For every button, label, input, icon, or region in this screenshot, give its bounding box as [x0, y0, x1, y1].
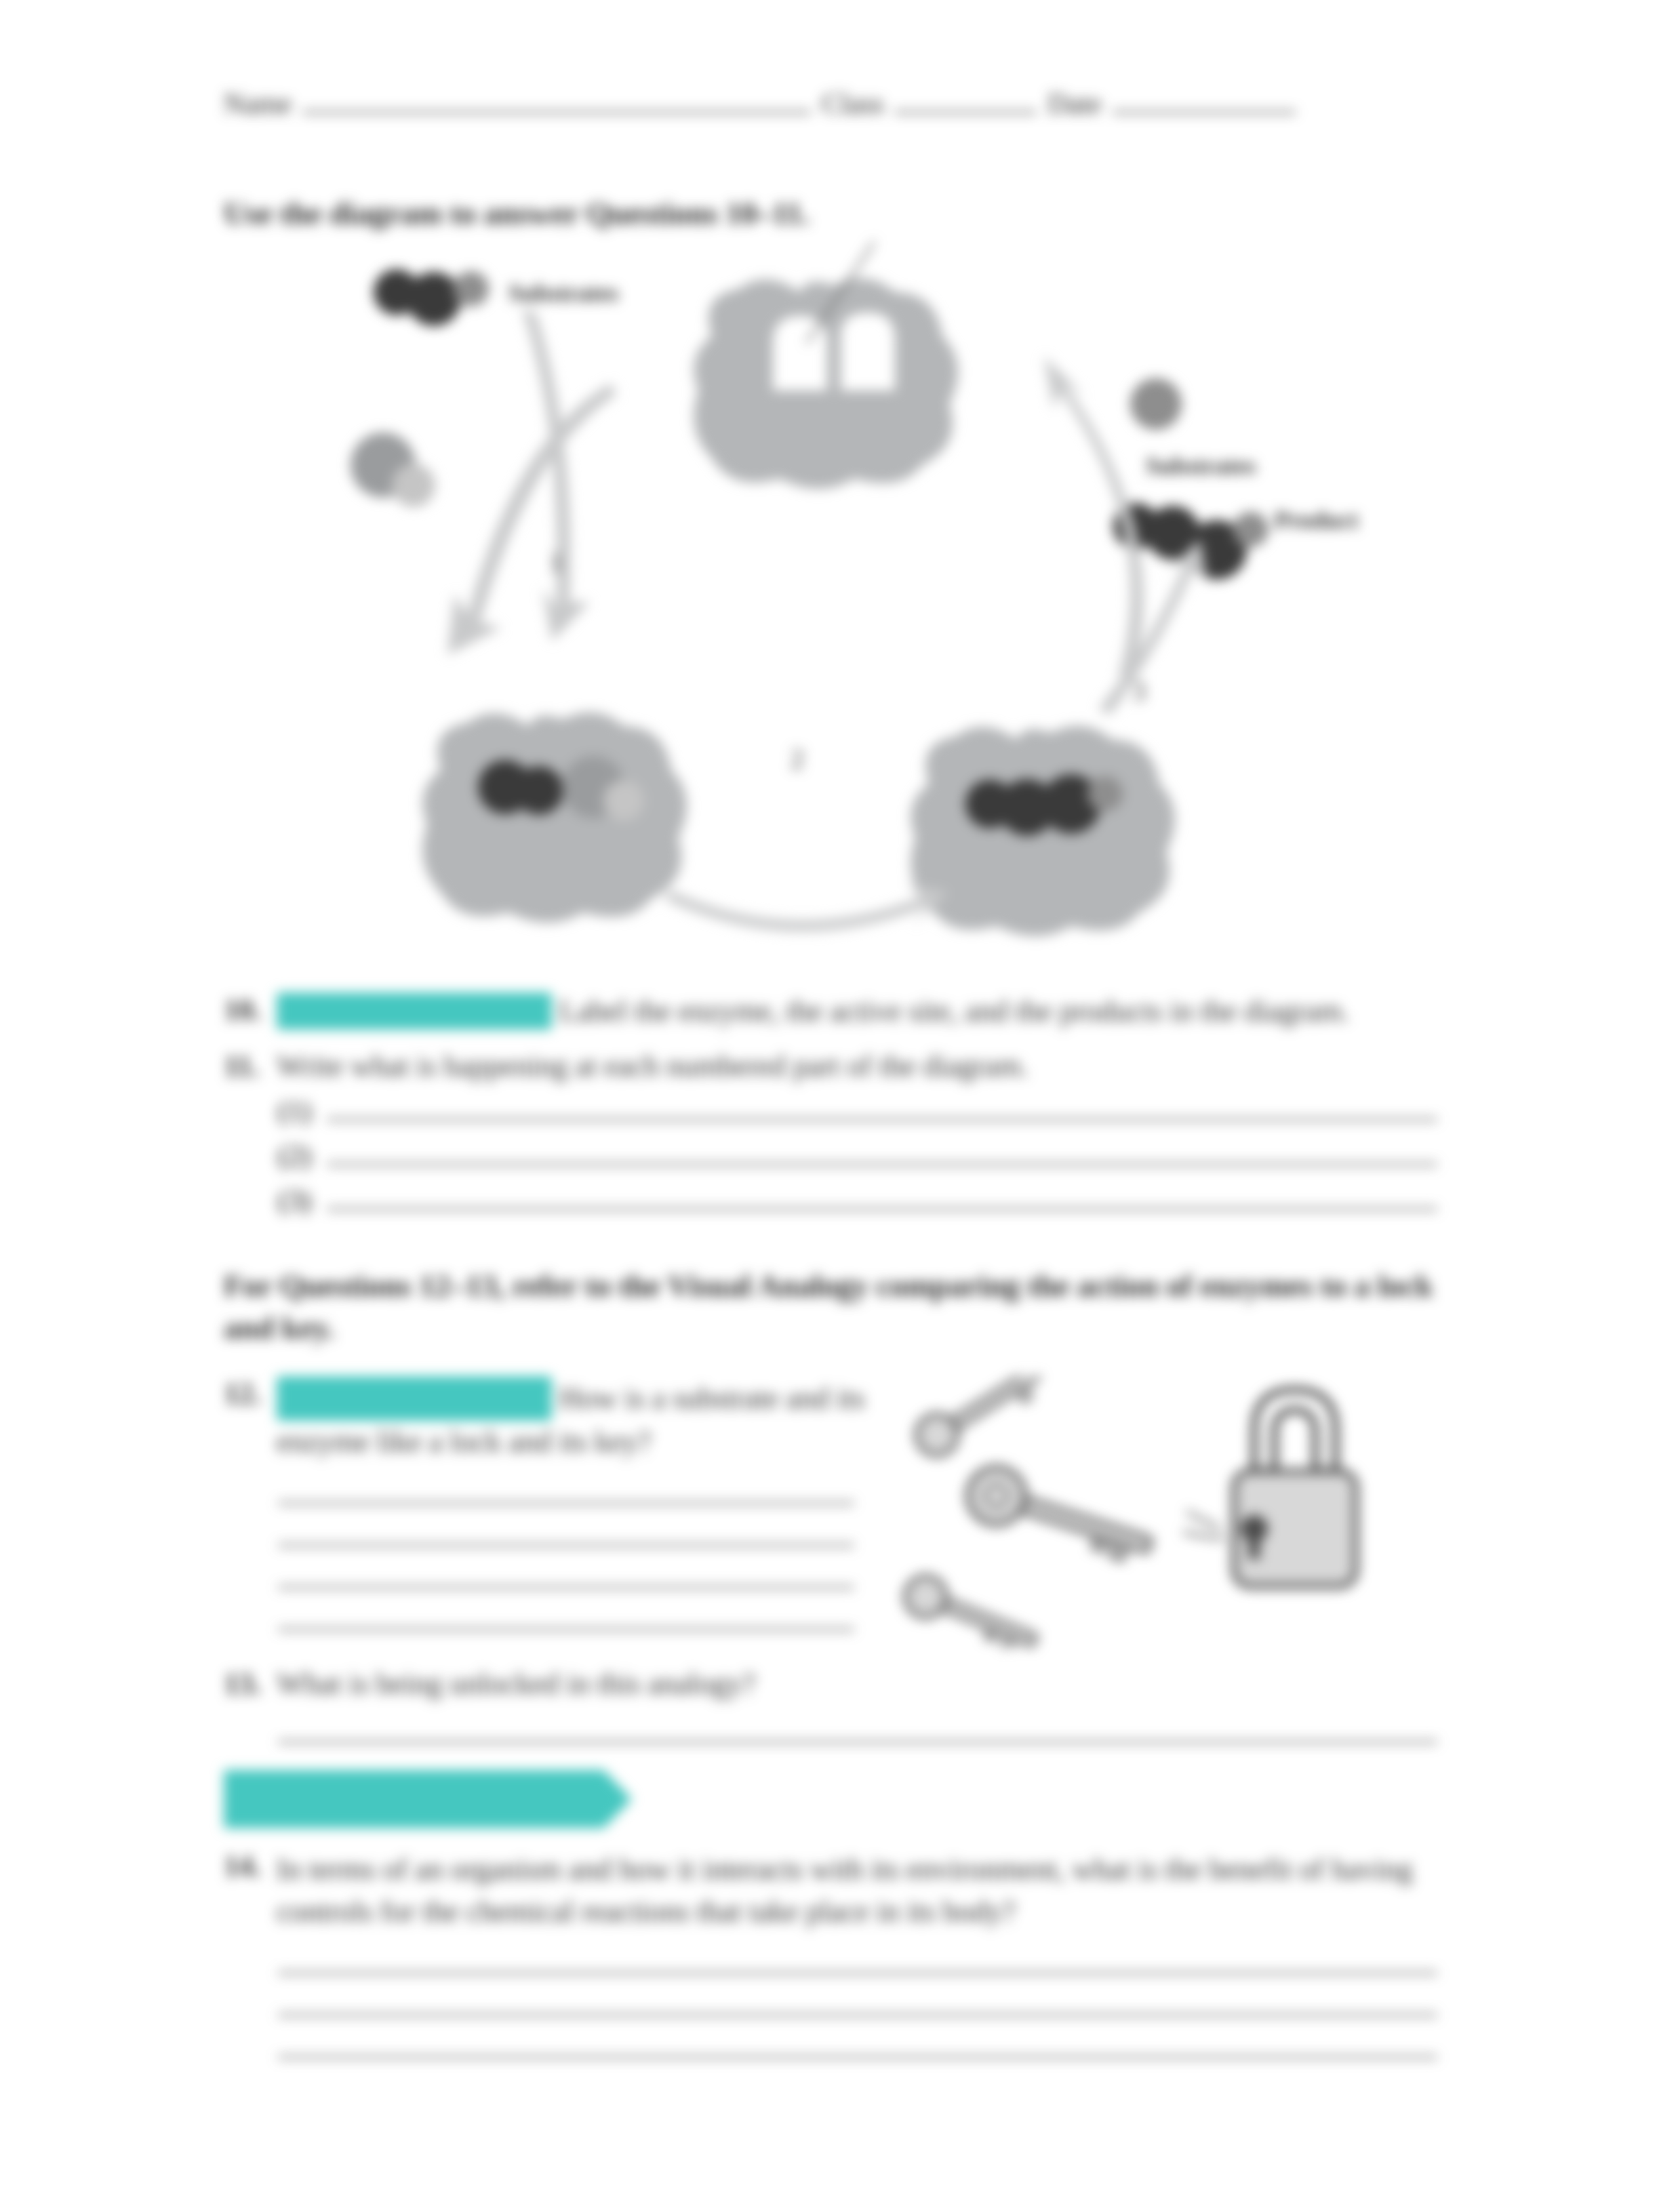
q11-line-1[interactable]: (1)	[278, 1095, 1437, 1128]
instruction-1: Use the diagram to answer Questions 10–1…	[224, 195, 1437, 231]
q11-sub3-label: (3)	[278, 1185, 319, 1218]
q13-number: 13.	[224, 1666, 264, 1701]
q11-text: Write what is happening at each numbered…	[277, 1049, 1028, 1083]
date-label: Date	[1047, 88, 1101, 121]
q13-text: What is being unlocked in this analogy?	[277, 1666, 755, 1701]
q12-highlight: VISUAL ANALOGY	[277, 1376, 552, 1421]
question-12: 12. VISUAL ANALOGY How is a substrate an…	[224, 1376, 875, 1462]
q11-sub1-label: (1)	[278, 1095, 319, 1128]
q11-number: 11.	[224, 1049, 264, 1083]
q14-answer-line-2[interactable]	[278, 1989, 1437, 2016]
worksheet-header: Name Class Date	[224, 88, 1437, 121]
lock-and-key-diagram	[902, 1376, 1376, 1647]
q11-line-3[interactable]: (3)	[278, 1185, 1437, 1218]
q13-answer-line[interactable]	[278, 1716, 1437, 1743]
question-11: 11. Write what is happening at each numb…	[224, 1049, 1437, 1083]
question-10: 10. VISUAL ANALOGY Label the enzyme, the…	[224, 992, 1437, 1030]
class-label: Class	[822, 88, 883, 121]
diagram-num-2: 2	[791, 743, 804, 775]
diagram-num-1: 1	[549, 546, 563, 578]
q14-answer-line-1[interactable]	[278, 1947, 1437, 1974]
q14-number: 14.	[224, 1849, 264, 1883]
q12-answer-line-3[interactable]	[278, 1561, 854, 1588]
section-heading-bar: Apply the Big idea	[224, 1770, 603, 1828]
q14-answer-line-3[interactable]	[278, 2031, 1437, 2058]
q10-highlight: VISUAL ANALOGY	[277, 992, 552, 1030]
name-label: Name	[224, 88, 292, 121]
enzyme-cycle-diagram: Substrates Substrates Product	[305, 255, 1309, 973]
arrow-2-icon	[631, 879, 956, 973]
instruction-2: For Questions 12–13, refer to the Visual…	[224, 1265, 1437, 1349]
q11-line-2[interactable]: (2)	[278, 1140, 1437, 1173]
q12-answer-line-2[interactable]	[278, 1519, 854, 1546]
question-13: 13. What is being unlocked in this analo…	[224, 1666, 1437, 1701]
q10-number: 10.	[224, 992, 264, 1027]
class-field-line[interactable]	[894, 111, 1037, 113]
diagram-num-3: 3	[1132, 675, 1146, 707]
question-14: 14. In terms of an organism and how it i…	[224, 1849, 1437, 1932]
q12-number: 12.	[224, 1376, 264, 1411]
date-field-line[interactable]	[1113, 111, 1296, 113]
q14-text: In terms of an organism and how it inter…	[277, 1849, 1437, 1932]
q12-answer-line-1[interactable]	[278, 1477, 854, 1504]
name-field-line[interactable]	[302, 111, 811, 113]
q12-answer-line-4[interactable]	[278, 1603, 854, 1630]
pointer-line	[793, 241, 888, 350]
arrow-3b-icon	[1071, 540, 1220, 729]
product-label: Product	[1275, 506, 1358, 534]
q10-text: Label the enzyme, the active site, and t…	[552, 994, 1350, 1028]
q11-sub2-label: (2)	[278, 1140, 319, 1173]
arrow-1b-icon	[481, 296, 631, 648]
